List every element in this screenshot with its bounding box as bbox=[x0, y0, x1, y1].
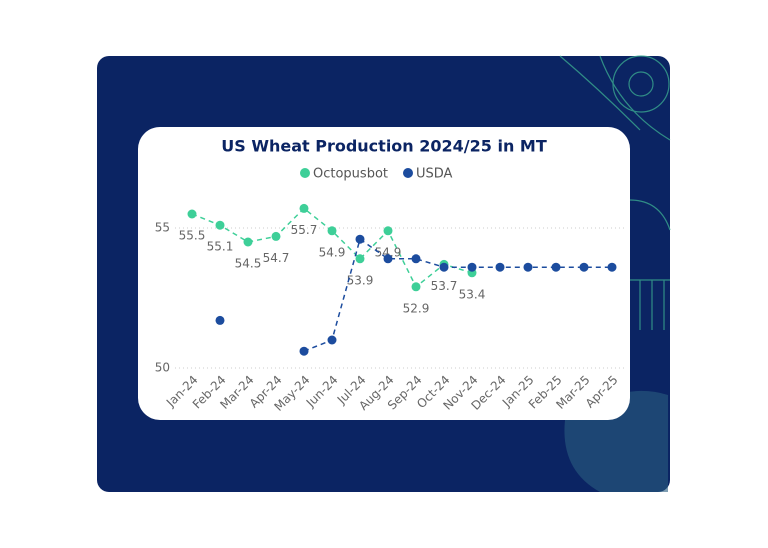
point bbox=[299, 346, 309, 356]
point bbox=[495, 262, 505, 272]
data-label: 53.4 bbox=[459, 287, 486, 301]
point bbox=[467, 262, 477, 272]
point bbox=[327, 226, 337, 236]
point bbox=[271, 231, 281, 241]
point bbox=[523, 262, 533, 272]
data-label: 55.5 bbox=[179, 229, 206, 243]
data-label: 55.7 bbox=[291, 223, 318, 237]
point bbox=[215, 315, 225, 325]
data-label: 52.9 bbox=[403, 301, 430, 315]
data-label: 54.9 bbox=[375, 245, 402, 259]
point bbox=[187, 209, 197, 219]
point bbox=[383, 254, 393, 264]
series-line bbox=[303, 237, 612, 352]
point bbox=[551, 262, 561, 272]
chart-panel bbox=[138, 127, 630, 420]
y-tick-label: 55 bbox=[155, 221, 170, 235]
legend-marker bbox=[300, 168, 310, 178]
data-label: 54.9 bbox=[319, 245, 346, 259]
point bbox=[411, 254, 421, 264]
point bbox=[215, 220, 225, 230]
point bbox=[355, 234, 365, 244]
data-label: 54.7 bbox=[263, 251, 290, 265]
legend: Octopusbot USDA bbox=[300, 167, 453, 182]
chart-title: US Wheat Production 2024/25 in MT bbox=[221, 137, 547, 156]
point bbox=[383, 226, 393, 236]
point bbox=[299, 203, 309, 213]
point bbox=[355, 254, 365, 264]
point bbox=[243, 237, 253, 247]
y-tick-label: 50 bbox=[155, 361, 170, 375]
decoration bbox=[559, 55, 671, 330]
legend-marker bbox=[403, 168, 413, 178]
data-label: 54.5 bbox=[235, 257, 262, 271]
point bbox=[439, 262, 449, 272]
legend-label: Octopusbot bbox=[313, 167, 388, 182]
data-label: 53.7 bbox=[431, 279, 458, 293]
legend-label: USDA bbox=[416, 167, 453, 182]
point bbox=[579, 262, 589, 272]
point bbox=[327, 335, 337, 345]
point bbox=[411, 282, 421, 292]
data-label: 53.9 bbox=[347, 273, 374, 287]
point bbox=[607, 262, 617, 272]
data-label: 55.1 bbox=[207, 240, 234, 254]
